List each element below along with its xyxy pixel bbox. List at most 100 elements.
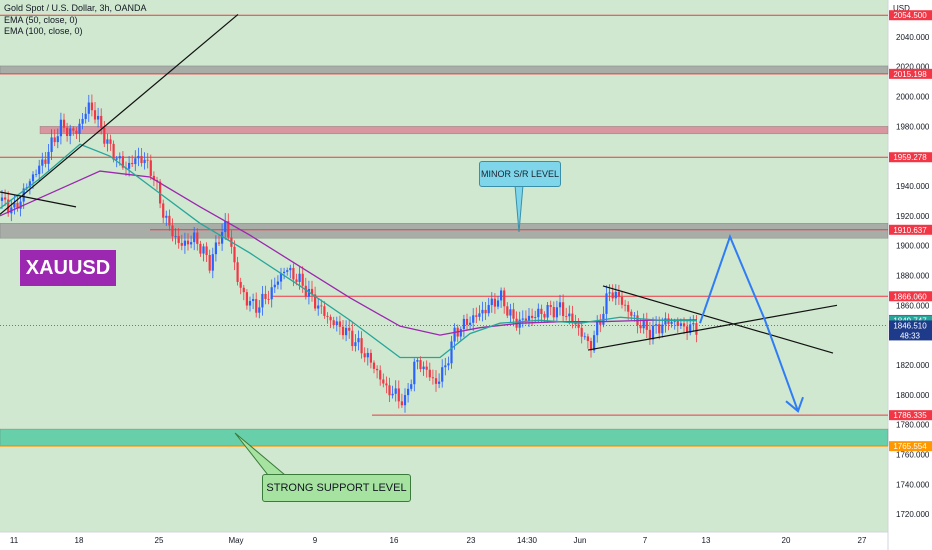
candle-body bbox=[273, 284, 276, 288]
countdown-text: 48:33 bbox=[900, 331, 921, 340]
ema-100-line bbox=[0, 170, 698, 336]
candle-body bbox=[531, 315, 534, 318]
candle-body bbox=[44, 159, 47, 164]
candle-body bbox=[403, 395, 407, 406]
price-label-badge bbox=[889, 291, 932, 302]
candle-body bbox=[317, 305, 320, 309]
price-tick-label: 2040.000 bbox=[896, 33, 930, 42]
candle-body bbox=[558, 302, 562, 308]
candle-body bbox=[540, 308, 543, 315]
price-label-badge bbox=[889, 441, 932, 452]
legend-ema-100[interactable]: EMA (100, close, 0) bbox=[4, 26, 83, 36]
time-axis[interactable]: 11 18 25 May 9 16 23 14:30 Jun 7 13 20 27 bbox=[10, 536, 867, 545]
time-tick-label: 27 bbox=[858, 536, 867, 545]
candle-body bbox=[608, 292, 611, 294]
candle-body bbox=[630, 311, 633, 316]
candle-body bbox=[586, 336, 589, 342]
candle-body bbox=[682, 323, 686, 327]
candle-body bbox=[59, 119, 62, 137]
candle-body bbox=[329, 316, 332, 321]
price-label-badge bbox=[889, 10, 932, 21]
candle-body bbox=[292, 267, 295, 280]
candle-body bbox=[208, 255, 211, 271]
candle-body bbox=[283, 271, 286, 274]
candle-body bbox=[205, 246, 208, 256]
candle-body bbox=[627, 304, 630, 312]
candle-body bbox=[673, 321, 676, 322]
candle-body bbox=[16, 202, 19, 209]
candle-body bbox=[106, 139, 109, 144]
candle-body bbox=[633, 315, 636, 317]
price-tick-label: 1780.000 bbox=[896, 421, 930, 430]
price-label-badge bbox=[889, 68, 932, 79]
price-tick-label: 1720.000 bbox=[896, 510, 930, 519]
candle-body bbox=[596, 320, 599, 336]
candle-body bbox=[453, 327, 456, 342]
strong-support-callout: STRONG SUPPORT LEVEL bbox=[262, 474, 411, 502]
candle-body bbox=[503, 290, 506, 307]
candle-body bbox=[658, 324, 661, 334]
candle-body bbox=[341, 326, 345, 336]
time-axis-background bbox=[0, 532, 888, 550]
candle-body bbox=[90, 102, 93, 111]
candle-body bbox=[301, 273, 304, 286]
time-tick-label: 9 bbox=[313, 536, 318, 545]
candle-body bbox=[512, 309, 515, 319]
candle-body bbox=[661, 324, 664, 334]
candle-body bbox=[667, 318, 670, 324]
candle-body bbox=[670, 321, 673, 324]
candle-body bbox=[53, 137, 56, 143]
candle-body bbox=[431, 377, 434, 379]
candle-body bbox=[121, 156, 124, 168]
candle-body bbox=[149, 160, 152, 176]
candle-body bbox=[332, 320, 335, 326]
candle-body bbox=[214, 242, 217, 255]
candle-body bbox=[385, 383, 388, 386]
candle-body bbox=[400, 401, 403, 406]
candle-body bbox=[500, 290, 503, 301]
candle-body bbox=[469, 322, 472, 325]
candle-body bbox=[221, 232, 224, 244]
candle-body bbox=[487, 305, 490, 314]
upper-trend bbox=[0, 14, 239, 215]
candle-body bbox=[583, 336, 586, 338]
candle-body bbox=[425, 366, 428, 370]
price-axis[interactable]: USD 1720.000 1740.000 1760.000 1780.000 1800.… bbox=[889, 4, 932, 519]
candle-body bbox=[326, 315, 329, 317]
candle-body bbox=[50, 137, 53, 152]
candle-body bbox=[180, 242, 183, 246]
candle-body bbox=[394, 388, 397, 394]
candle-body bbox=[211, 254, 214, 271]
candle-body bbox=[422, 366, 425, 370]
price-label-text: 2015.198 bbox=[893, 70, 927, 79]
price-label-badge bbox=[889, 224, 932, 235]
candle-body bbox=[580, 327, 583, 337]
legend-title: Gold Spot / U.S. Dollar, 3h, OANDA bbox=[4, 3, 147, 13]
candle-body bbox=[465, 318, 469, 325]
candle-body bbox=[444, 365, 447, 368]
candle-body bbox=[115, 158, 118, 160]
candle-body bbox=[196, 232, 199, 244]
candle-body bbox=[224, 221, 227, 233]
candle-body bbox=[41, 159, 44, 166]
candle-body bbox=[97, 115, 100, 120]
price-label-text: 1910.637 bbox=[893, 226, 927, 235]
candle-body bbox=[366, 352, 369, 358]
candle-body bbox=[248, 300, 252, 306]
candle-body bbox=[655, 324, 658, 326]
candle-body bbox=[372, 362, 376, 369]
candle-body bbox=[506, 306, 509, 316]
candle-body bbox=[35, 174, 38, 175]
candle-body bbox=[382, 379, 385, 384]
candle-body bbox=[676, 321, 679, 326]
candle-body bbox=[624, 304, 627, 306]
price-tick-label: 1860.000 bbox=[896, 301, 930, 310]
candle-body bbox=[363, 353, 366, 358]
legend-ema-50[interactable]: EMA (50, close, 0) bbox=[4, 14, 78, 25]
candle-body bbox=[679, 323, 682, 326]
candle-body bbox=[81, 119, 84, 124]
candle-body bbox=[407, 388, 410, 396]
candle-body bbox=[75, 130, 78, 134]
strong-support-zone bbox=[0, 428, 889, 446]
